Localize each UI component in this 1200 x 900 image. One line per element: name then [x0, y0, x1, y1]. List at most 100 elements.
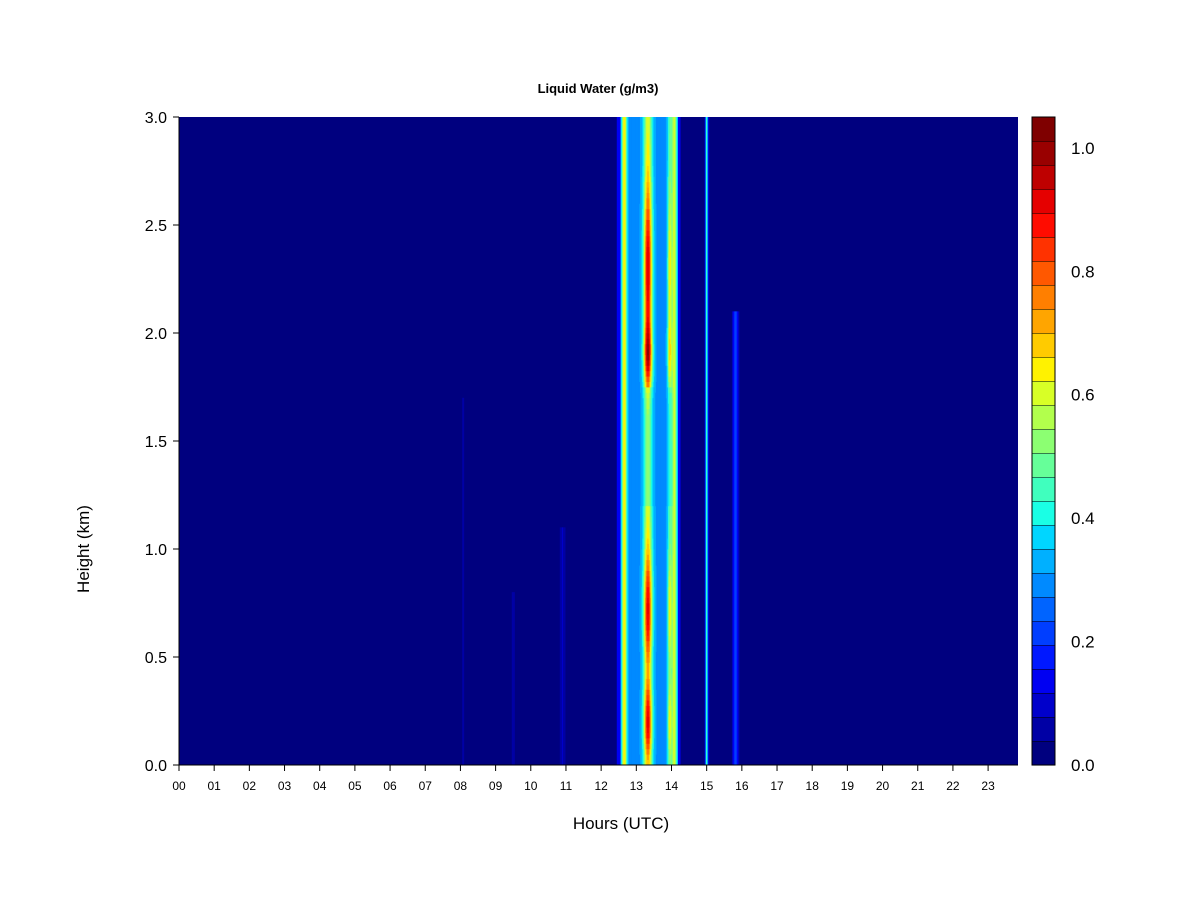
heatmap-cell	[647, 370, 649, 377]
heatmap-cell	[667, 117, 669, 177]
heatmap-cell	[655, 754, 657, 766]
heatmap-cell	[669, 657, 671, 685]
heatmap-cell	[645, 387, 647, 393]
heatmap-cell	[646, 365, 648, 372]
heatmap-cell	[645, 370, 647, 377]
heatmap-cell	[649, 748, 651, 755]
heatmap-cell	[644, 565, 646, 582]
heatmap-cell	[646, 694, 648, 706]
heatmap-cell	[645, 743, 647, 750]
heatmap-cell	[645, 532, 647, 550]
heatmap-cell	[646, 219, 648, 237]
heatmap-cell	[647, 316, 649, 328]
heatmap-cell	[646, 754, 648, 760]
heatmap-cell	[637, 117, 639, 766]
heatmap-cell	[669, 543, 671, 566]
heatmap-cell	[650, 117, 652, 139]
x-axis-ticks: 00 01 02 03 04 05 06 07 08 09 10 11 12 13 14 15 16 17 18 19…	[172, 765, 995, 793]
heatmap-cell	[645, 646, 647, 663]
heatmap-cell	[649, 408, 651, 507]
heatmap-cell	[651, 181, 653, 204]
heatmap-cell	[645, 208, 647, 220]
heatmap-cell	[644, 343, 646, 355]
heatmap-cell	[647, 576, 649, 588]
heatmap-cell	[644, 354, 646, 366]
heatmap-cell	[633, 117, 635, 766]
heatmap-cell	[669, 711, 671, 733]
heatmap-cell	[652, 117, 654, 183]
heatmap-cell	[665, 117, 667, 399]
heatmap-cell	[649, 549, 651, 561]
heatmap-cell	[646, 376, 648, 382]
heatmap-cell	[669, 392, 671, 507]
heatmap-cell	[648, 581, 650, 588]
heatmap-cell	[667, 738, 669, 766]
heatmap-cell	[704, 117, 706, 766]
heatmap-cell	[652, 376, 654, 388]
heatmap-cell	[650, 343, 652, 355]
heatmap-cell	[672, 603, 674, 620]
heatmap-cell	[644, 684, 646, 696]
heatmap-cell	[652, 743, 654, 766]
heatmap-cell	[652, 165, 654, 220]
x-tick-label: 12	[594, 779, 608, 793]
heatmap-cell	[645, 365, 647, 372]
heatmap-cell	[671, 327, 673, 366]
heatmap-cell	[647, 651, 649, 663]
heatmap-cell	[646, 360, 648, 366]
heatmap-cell	[648, 754, 650, 760]
heatmap-cell	[641, 117, 643, 177]
heatmap-cell	[642, 360, 644, 377]
heatmap-cell	[670, 381, 672, 388]
heatmap-cell	[648, 694, 650, 706]
heatmap-cell	[649, 662, 651, 679]
heatmap-cell	[640, 117, 642, 766]
heatmap-cell	[670, 657, 672, 685]
heatmap-cell	[648, 689, 650, 696]
heatmap-cell	[648, 289, 650, 323]
heatmap-cell	[671, 279, 673, 328]
heatmap-cell	[652, 397, 654, 507]
heatmap-cell	[673, 759, 675, 766]
heatmap-cell	[670, 624, 672, 647]
heatmap-cell	[669, 370, 671, 377]
heatmap-cell	[646, 570, 648, 582]
heatmap-cell	[647, 300, 649, 318]
heatmap-cell	[669, 754, 671, 766]
heatmap-cell	[670, 354, 672, 372]
heatmap-cell	[645, 144, 647, 177]
heatmap-cell	[647, 192, 649, 210]
heatmap-cell	[647, 554, 649, 561]
colorbar-segment	[1031, 404, 1056, 430]
heatmap-cell	[646, 743, 648, 750]
heatmap-cell	[648, 565, 650, 571]
heatmap-cell	[644, 181, 646, 204]
heatmap-cell	[646, 549, 648, 561]
heatmap-cell	[668, 392, 670, 507]
heatmap-cell	[647, 700, 649, 712]
colorbar-segment	[1031, 140, 1056, 166]
heatmap-cell	[647, 338, 649, 350]
heatmap-cell	[652, 219, 654, 339]
heatmap-cell	[643, 554, 645, 571]
heatmap-cell	[644, 743, 646, 750]
heatmap-cell	[511, 592, 513, 766]
heatmap-cell	[653, 208, 655, 345]
heatmap-cell	[669, 705, 670, 739]
heatmap-cell	[648, 619, 650, 631]
colorbar-segment	[1031, 188, 1056, 214]
heatmap-cell	[649, 630, 651, 642]
heatmap-cell	[736, 311, 738, 766]
heatmap-cell	[648, 630, 650, 642]
heatmap-cell	[650, 376, 651, 382]
heatmap-cell	[649, 370, 651, 377]
heatmap-cell	[646, 586, 648, 604]
heatmap-cell	[669, 597, 671, 625]
heatmap-cell	[669, 570, 670, 588]
heatmap-cell	[644, 235, 646, 328]
heatmap-cell	[645, 176, 647, 199]
heatmap-cell	[654, 738, 656, 766]
heatmap-cell	[646, 743, 648, 750]
heatmap-cell	[650, 354, 652, 366]
heatmap-cell	[671, 360, 673, 377]
